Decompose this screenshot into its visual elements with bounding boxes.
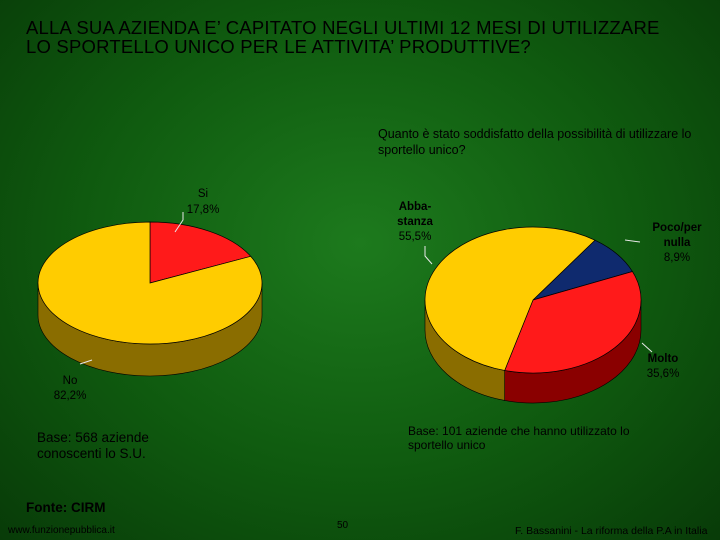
label-abbastanza-name-2: stanza bbox=[397, 216, 433, 228]
source-note: Fonte: CIRM bbox=[26, 500, 106, 515]
base-note-1: Base: 568 aziende conoscenti lo S.U. bbox=[37, 430, 149, 461]
pie-chart-1 bbox=[37, 221, 263, 377]
leader-si bbox=[174, 212, 184, 233]
pie1-slice-no bbox=[37, 221, 263, 345]
pie2-slice-abba-stanza bbox=[424, 226, 596, 371]
label-poco-pct: 8,9% bbox=[663, 252, 691, 264]
label-si-name: Si bbox=[197, 188, 209, 200]
leader-poco bbox=[624, 239, 641, 243]
label-poco-name-2: nulla bbox=[663, 237, 691, 249]
leader-no bbox=[79, 359, 93, 365]
leader-molto bbox=[641, 342, 653, 353]
footer-credit: F. Bassanini - La riforma della P.A in I… bbox=[515, 525, 708, 537]
label-no-name: No bbox=[62, 375, 78, 387]
pie1-slice-si bbox=[149, 221, 252, 284]
pie-chart-2 bbox=[424, 226, 642, 404]
label-no-pct: 82,2% bbox=[53, 390, 87, 402]
page-title: ALLA SUA AZIENDA E’ CAPITATO NEGLI ULTIM… bbox=[26, 17, 660, 57]
label-si-pct: 17,8% bbox=[186, 204, 220, 216]
base-note-2: Base: 101 aziende che hanno utilizzato l… bbox=[408, 424, 630, 452]
page-number: 50 bbox=[337, 520, 349, 531]
label-molto-pct: 35,6% bbox=[646, 368, 680, 380]
chart2-subtitle: Quanto è stato soddisfatto della possibi… bbox=[378, 127, 692, 157]
footer-website: www.funzionepubblica.it bbox=[8, 525, 115, 536]
pie2-slice-molto bbox=[504, 271, 642, 374]
label-poco-name-1: Poco/per bbox=[652, 222, 702, 234]
label-abbastanza-pct: 55,5% bbox=[398, 231, 432, 243]
leader-abbastanza bbox=[424, 246, 433, 265]
label-abbastanza-name-1: Abba- bbox=[398, 201, 432, 213]
label-molto-name: Molto bbox=[647, 353, 679, 365]
leader-lines bbox=[79, 212, 653, 365]
